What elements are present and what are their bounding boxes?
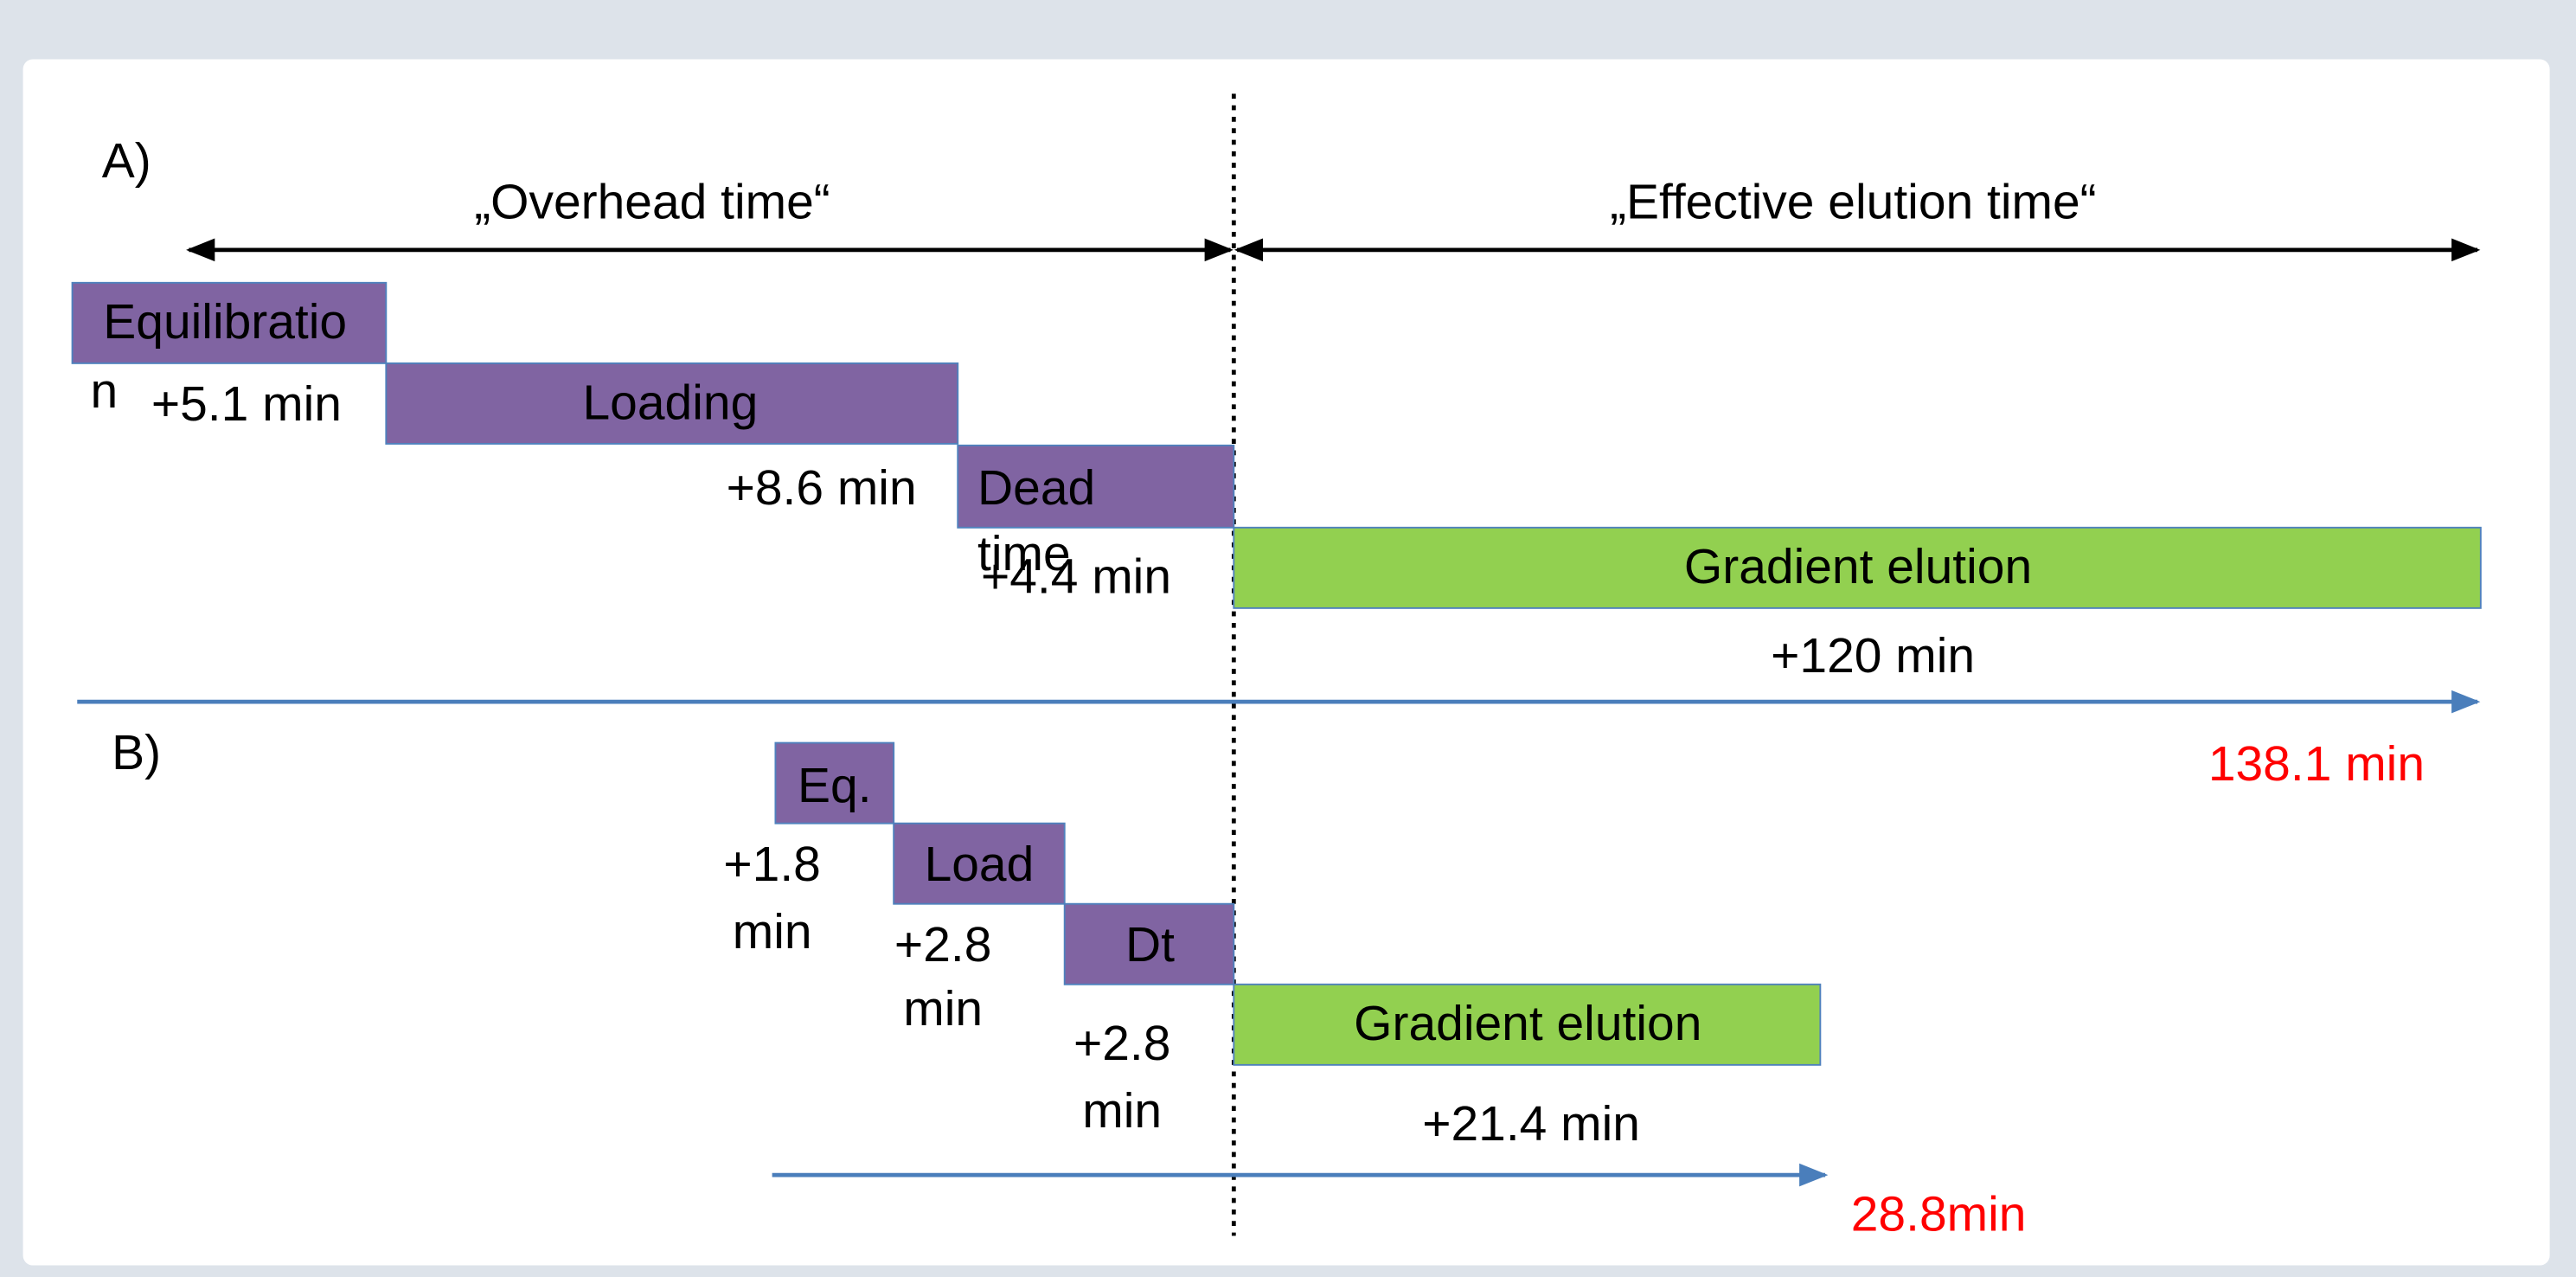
total: 28.8min xyxy=(1851,1187,2027,1242)
duration: +5.1 min xyxy=(151,376,342,432)
duration: min xyxy=(733,904,812,959)
block-label: Gradient elution xyxy=(1684,539,2032,594)
duration: +4.4 min xyxy=(981,549,1171,605)
block-label: time xyxy=(977,526,1071,581)
block-label: Dead xyxy=(977,460,1095,516)
block-label: Load xyxy=(925,837,1035,892)
duration: +1.8 xyxy=(723,837,820,892)
duration: +120 min xyxy=(1771,628,1975,683)
total: 138.1 min xyxy=(2208,736,2425,792)
block-label: Equilibratio xyxy=(103,294,347,350)
duration: +2.8 xyxy=(1073,1016,1170,1071)
duration: +21.4 min xyxy=(1422,1096,1640,1152)
block-label: n xyxy=(90,363,118,419)
block-label: Eq. xyxy=(798,758,872,813)
block xyxy=(893,822,1066,905)
duration: min xyxy=(903,981,983,1036)
effective-label: „Effective elution time“ xyxy=(1610,175,2097,230)
overhead-label: „Overhead time“ xyxy=(474,175,830,230)
block xyxy=(385,362,959,445)
block-label: Dt xyxy=(1125,917,1175,972)
block xyxy=(957,444,1235,529)
block xyxy=(71,281,388,364)
duration: +2.8 xyxy=(894,917,991,972)
block-label: Gradient elution xyxy=(1354,996,1701,1051)
duration: +8.6 min xyxy=(727,460,917,516)
duration: min xyxy=(1082,1083,1162,1139)
block xyxy=(1063,902,1235,985)
block xyxy=(774,741,895,825)
block xyxy=(1233,983,1822,1066)
block-label: Loading xyxy=(583,375,759,430)
panel-background xyxy=(22,59,2550,1266)
block xyxy=(1233,526,2482,609)
panel-label: A) xyxy=(102,133,151,189)
panel-label: B) xyxy=(112,725,161,780)
